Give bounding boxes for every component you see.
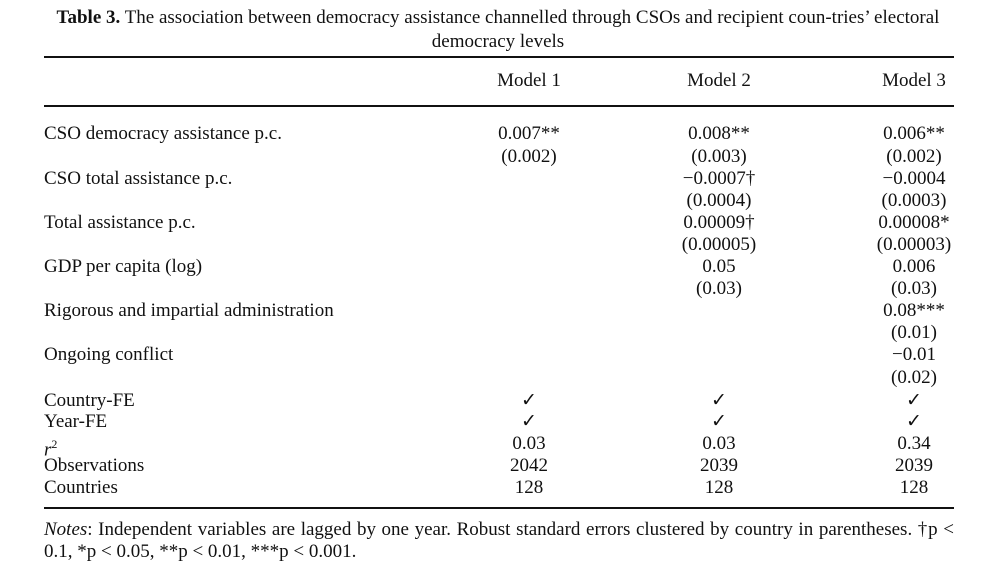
checkmark-icon: ✓	[906, 411, 922, 432]
table-cell: 0.008**	[688, 123, 750, 144]
table-cell: 0.34	[897, 433, 931, 454]
table-cell: 0.006**	[883, 123, 945, 144]
r-symbol: r	[44, 439, 52, 461]
table-cell-se: (0.0003)	[881, 190, 947, 211]
row-label: Total assistance p.c.	[44, 212, 196, 233]
table-cell-se: (0.00005)	[681, 234, 757, 255]
table-cell-se: (0.02)	[891, 367, 937, 388]
row-label-r-squared: r2	[44, 433, 57, 461]
checkmark-icon: ✓	[711, 411, 727, 432]
checkmark-icon: ✓	[711, 390, 727, 411]
table-cell: 0.08***	[883, 300, 945, 321]
table-title: The association between democracy assist…	[124, 7, 940, 52]
table-cell: 0.00008*	[878, 212, 950, 233]
table-notes: Notes: Independent variables are lagged …	[44, 519, 954, 563]
table-cell: 0.007**	[498, 123, 560, 144]
row-label: Rigorous and impartial administration	[44, 300, 334, 321]
table-cell: 0.05	[702, 256, 736, 277]
table-cell: 0.00009†	[683, 212, 755, 233]
row-label: Observations	[44, 455, 145, 476]
checkmark-icon: ✓	[906, 390, 922, 411]
table-cell: 0.03	[512, 433, 546, 454]
table-number: Table 3.	[56, 7, 121, 28]
row-label: Year-FE	[44, 411, 108, 432]
checkmark-icon: ✓	[521, 411, 537, 432]
row-label: CSO democracy assistance p.c.	[44, 123, 282, 144]
table-cell: −0.0007†	[682, 168, 756, 189]
table-cell: 0.006	[892, 256, 936, 277]
column-header-model-2: Model 2	[687, 70, 751, 91]
row-label: Ongoing conflict	[44, 344, 174, 365]
row-label: CSO total assistance p.c.	[44, 168, 233, 189]
r-superscript: 2	[51, 437, 58, 451]
table-cell-se: (0.002)	[886, 146, 942, 167]
notes-lead: Notes	[44, 519, 88, 540]
table-cell: −0.0004	[882, 168, 946, 189]
column-header-model-3: Model 3	[882, 70, 946, 91]
bottom-rule	[44, 507, 954, 509]
row-label: Countries	[44, 477, 118, 498]
table-cell-se: (0.03)	[696, 278, 742, 299]
table-cell: 2042	[510, 455, 548, 476]
table-cell: 2039	[700, 455, 738, 476]
table-cell: 128	[899, 477, 929, 498]
table-cell-se: (0.01)	[891, 322, 937, 343]
table-cell: 0.03	[702, 433, 736, 454]
table-cell-se: (0.003)	[691, 146, 747, 167]
row-label: GDP per capita (log)	[44, 256, 203, 277]
row-label: Country-FE	[44, 390, 135, 411]
table-cell: −0.01	[892, 344, 936, 365]
table-cell: 128	[704, 477, 734, 498]
table-cell-se: (0.00003)	[876, 234, 952, 255]
table-cell: 2039	[895, 455, 933, 476]
column-header-model-1: Model 1	[497, 70, 561, 91]
table-cell-se: (0.03)	[891, 278, 937, 299]
table-cell: 128	[514, 477, 544, 498]
top-rule	[44, 56, 954, 58]
header-rule	[44, 105, 954, 107]
table-caption: Table 3. The association between democra…	[44, 6, 952, 54]
checkmark-icon: ✓	[521, 390, 537, 411]
notes-text: : Independent variables are lagged by on…	[44, 519, 954, 562]
table-cell-se: (0.0004)	[686, 190, 752, 211]
table-cell-se: (0.002)	[501, 146, 557, 167]
